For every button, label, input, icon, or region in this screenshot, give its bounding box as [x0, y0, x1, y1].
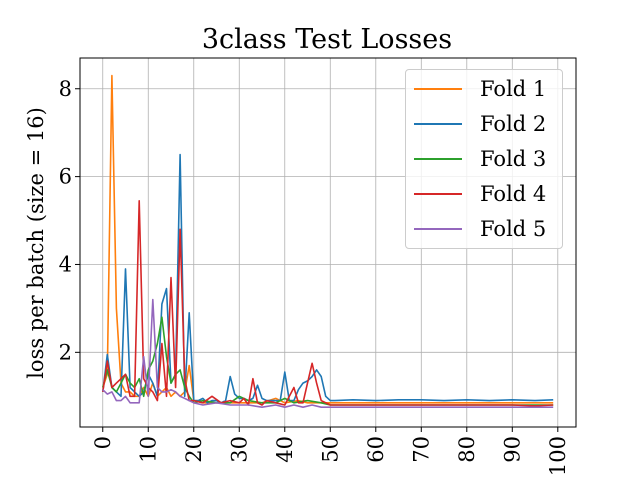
legend-item: Fold 3: [414, 142, 546, 176]
x-tick-label: 50: [318, 436, 342, 463]
x-tick-label: 40: [273, 436, 297, 463]
legend-item: Fold 2: [414, 107, 546, 141]
x-tick-label: 80: [455, 436, 479, 463]
legend-item: Fold 1: [414, 72, 546, 106]
x-tick-label: 10: [136, 436, 160, 463]
series-line-fold-4: [102, 200, 554, 407]
legend-swatch: [414, 88, 462, 90]
x-tick-label: 30: [227, 436, 251, 463]
y-tick-label: 6: [59, 165, 72, 189]
x-tick-label: 90: [500, 436, 524, 463]
x-tick-label: 20: [182, 436, 206, 463]
axis-ticks: 0 10 20 30 40 50 60 70 80 90 100 2 4 6 8: [59, 77, 570, 476]
legend-label: Fold 3: [480, 147, 547, 171]
x-tick-label: 60: [364, 436, 388, 463]
legend-label: Fold 2: [480, 112, 547, 136]
series-line-fold-5: [102, 298, 554, 409]
y-tick-label: 4: [59, 252, 72, 276]
legend-label: Fold 5: [480, 217, 547, 241]
legend-swatch: [414, 123, 462, 125]
legend-label: Fold 1: [480, 77, 547, 101]
y-tick-label: 8: [59, 77, 72, 101]
chart-title: 3class Test Losses: [202, 24, 452, 55]
legend-item: Fold 5: [414, 212, 546, 246]
y-tick-label: 2: [59, 340, 72, 364]
x-tick-label: 100: [546, 436, 570, 476]
y-axis-label: loss per batch (size = 16): [24, 107, 48, 379]
legend-item: Fold 4: [414, 177, 546, 211]
legend-label: Fold 4: [480, 182, 547, 206]
legend-swatch: [414, 158, 462, 160]
legend: Fold 1 Fold 2 Fold 3 Fold 4 Fold 5: [405, 69, 563, 249]
legend-swatch: [414, 193, 462, 195]
plot-frame: [79, 57, 577, 428]
legend-swatch: [414, 228, 462, 230]
series-lines: [102, 74, 554, 409]
x-tick-label: 0: [91, 436, 115, 449]
x-tick-label: 70: [409, 436, 433, 463]
